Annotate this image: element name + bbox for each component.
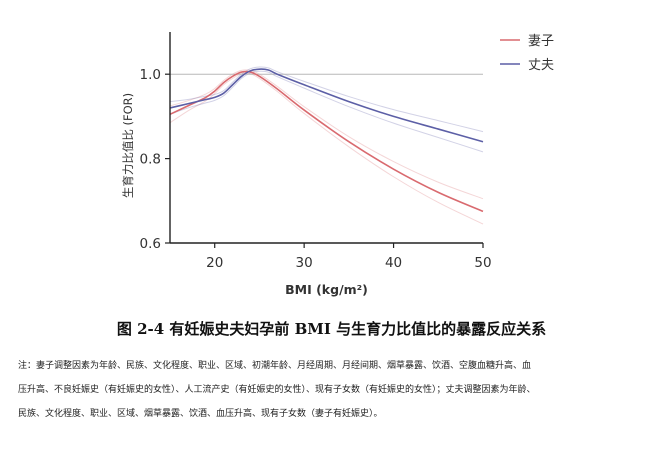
figure-caption: 图 2-4 有妊娠史夫妇孕前 BMI 与生育力比值比的暴露反应关系: [116, 320, 547, 338]
x-tick-label: 20: [206, 255, 223, 271]
note-line: 压升高、不良妊娠史（有妊娠史的女性）、人工流产史（有妊娠史的女性）、现有子女数（…: [18, 385, 536, 395]
series-line-0: [169, 70, 484, 213]
ci-upper-1: [169, 66, 484, 133]
ci-lower-1: [169, 70, 484, 153]
y-axis-title: 生育力比值比 (FOR): [121, 93, 135, 198]
y-tick-label: 0.6: [140, 236, 161, 252]
y-tick-label: 1.0: [140, 67, 161, 83]
x-ticks: 20 30 40 50: [206, 243, 492, 271]
legend-label: 妻子: [528, 34, 554, 49]
figure-note: 注：妻子调整因素为年龄、民族、文化程度、职业、区域、初潮年龄、月经周期、月经间期…: [18, 354, 650, 426]
y-ticks: 0.6 0.8 1.0: [140, 67, 170, 252]
series-line-1: [169, 68, 484, 143]
series-lines: [169, 68, 484, 213]
x-axis-title: BMI (kg/m²): [285, 282, 368, 297]
x-tick-label: 40: [385, 255, 402, 271]
x-tick-label: 50: [474, 255, 491, 271]
chart: 20 30 40 50 0.6 0.8 1.0 BMI (kg/m²) 生育力比值比 (F…: [121, 32, 554, 297]
confidence-bands: [169, 66, 484, 225]
y-tick-label: 0.8: [140, 152, 161, 168]
legend-label: 丈夫: [528, 58, 554, 73]
note-line: 注：妻子调整因素为年龄、民族、文化程度、职业、区域、初潮年龄、月经周期、月经间期…: [18, 361, 532, 371]
x-tick-label: 30: [296, 255, 313, 271]
note-line: 民族、文化程度、职业、区域、烟草暴露、饮酒、血压升高、现有子女数（妻子有妊娠史）…: [18, 409, 383, 419]
